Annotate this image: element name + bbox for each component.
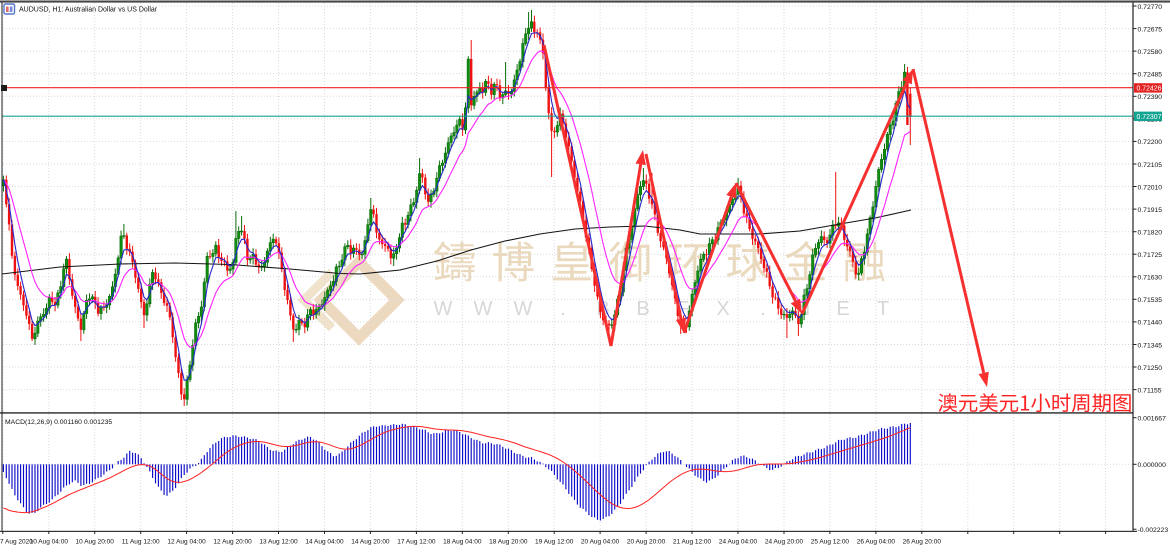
svg-text:24 Aug 04:00: 24 Aug 04:00 <box>719 539 758 546</box>
svg-text:0.000000: 0.000000 <box>1138 462 1167 469</box>
svg-text:14 Aug 04:00: 14 Aug 04:00 <box>305 539 344 546</box>
svg-text:0.72200: 0.72200 <box>1138 139 1163 146</box>
svg-text:0.72426: 0.72426 <box>1137 86 1162 93</box>
svg-text:0.72485: 0.72485 <box>1138 72 1163 79</box>
svg-text:B: B <box>636 298 649 320</box>
svg-text:17 Aug 12:00: 17 Aug 12:00 <box>397 539 436 546</box>
svg-text:T: T <box>877 298 889 320</box>
svg-text:13 Aug 12:00: 13 Aug 12:00 <box>259 539 298 546</box>
svg-text:0.001667: 0.001667 <box>1138 416 1167 423</box>
svg-text:10 Aug 20:00: 10 Aug 20:00 <box>76 539 115 546</box>
svg-text:20 Aug 04:00: 20 Aug 04:00 <box>581 539 620 546</box>
svg-text:X: X <box>716 298 729 320</box>
svg-text:0.72580: 0.72580 <box>1138 49 1163 56</box>
svg-text:12 Aug 20:00: 12 Aug 20:00 <box>213 539 252 546</box>
svg-text:E: E <box>836 298 849 320</box>
svg-text:7 Aug 2020: 7 Aug 2020 <box>0 539 33 546</box>
svg-text:0.72307: 0.72307 <box>1137 114 1162 121</box>
svg-text:MACD(12,26,9) 0.001160 0.00123: MACD(12,26,9) 0.001160 0.001235 <box>5 419 112 426</box>
svg-text:0.71725: 0.71725 <box>1138 252 1163 259</box>
svg-text:0.71440: 0.71440 <box>1138 320 1163 327</box>
svg-text:0.71820: 0.71820 <box>1138 230 1163 237</box>
svg-text:18 Aug 04:00: 18 Aug 04:00 <box>443 539 482 546</box>
svg-text:0.71250: 0.71250 <box>1138 365 1163 372</box>
svg-text:0.71915: 0.71915 <box>1138 207 1163 214</box>
svg-text:-0.002223: -0.002223 <box>1138 527 1169 534</box>
svg-text:0.72390: 0.72390 <box>1138 94 1163 101</box>
svg-text:0.71630: 0.71630 <box>1138 275 1163 282</box>
svg-text:0.72770: 0.72770 <box>1138 4 1163 11</box>
svg-text:26 Aug 20:00: 26 Aug 20:00 <box>903 539 942 546</box>
svg-text:W: W <box>434 298 453 320</box>
svg-text:0.72105: 0.72105 <box>1138 162 1163 169</box>
svg-text:0.72675: 0.72675 <box>1138 26 1163 33</box>
svg-text:26 Aug 04:00: 26 Aug 04:00 <box>857 539 896 546</box>
svg-text:W: W <box>514 298 533 320</box>
svg-text:0.71155: 0.71155 <box>1138 387 1162 394</box>
svg-text:21 Aug 12:00: 21 Aug 12:00 <box>673 539 712 546</box>
svg-text:19 Aug 12:00: 19 Aug 12:00 <box>535 539 574 546</box>
svg-text:11 Aug 12:00: 11 Aug 12:00 <box>122 539 160 546</box>
svg-text:.: . <box>560 298 566 320</box>
svg-text:24 Aug 20:00: 24 Aug 20:00 <box>765 539 804 546</box>
svg-text:14 Aug 20:00: 14 Aug 20:00 <box>351 539 390 546</box>
svg-text:W: W <box>474 298 493 320</box>
svg-text:10 Aug 04:00: 10 Aug 04:00 <box>30 539 69 546</box>
svg-text:12 Aug 04:00: 12 Aug 04:00 <box>167 539 206 546</box>
svg-text:25 Aug 12:00: 25 Aug 12:00 <box>811 539 850 546</box>
svg-text:0.71535: 0.71535 <box>1138 297 1163 304</box>
svg-text:AUDUSD, H1: Australian Dollar: AUDUSD, H1: Australian Dollar vs US Doll… <box>19 7 158 14</box>
svg-text:0.71345: 0.71345 <box>1138 342 1163 349</box>
svg-text:18 Aug 20:00: 18 Aug 20:00 <box>489 539 528 546</box>
svg-text:20 Aug 20:00: 20 Aug 20:00 <box>627 539 666 546</box>
svg-text:0.72010: 0.72010 <box>1138 184 1163 191</box>
svg-text:.: . <box>760 298 766 320</box>
